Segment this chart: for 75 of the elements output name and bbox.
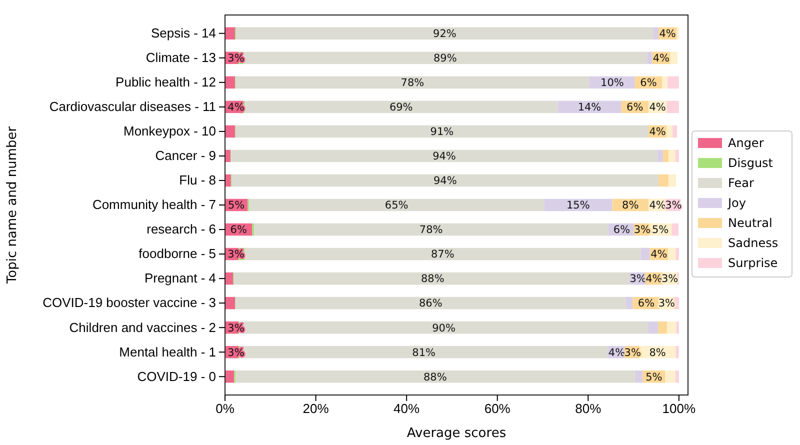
data-label: 5% [228,200,245,212]
data-label: 3% [634,224,650,236]
data-label: 4% [228,102,244,114]
x-tick-label: 0% [216,401,235,416]
y-tick-label: Cancer - 9 [155,148,216,164]
y-tick-label: Cardiovascular diseases - 11 [49,99,216,114]
data-label: 6% [613,224,630,236]
data-label: 81% [412,346,436,359]
data-label: 3% [630,273,646,286]
legend-label: Anger [728,136,764,150]
data-label: 3% [662,273,678,286]
data-label: 3% [228,248,244,261]
data-label: 90% [432,322,456,334]
data-label: 5% [646,371,662,384]
data-label: 87% [430,248,454,261]
legend-label: Fear [728,176,754,190]
data-label: 8% [622,200,639,212]
y-tick-label: Flu - 8 [179,172,216,188]
y-tick-label: research - 6 [146,222,216,237]
data-label: 6% [638,298,655,310]
data-label: 94% [432,150,456,163]
x-tick-label: 60% [484,401,511,416]
data-label: 4% [649,102,666,114]
x-tick-label: 80% [575,401,602,416]
data-label: 65% [384,200,408,212]
legend-label: Surprise [728,256,778,270]
y-tick-label: Climate - 13 [146,50,216,66]
data-label: 4% [650,248,668,261]
x-tick-label: 20% [302,401,330,416]
data-label: 69% [389,102,413,114]
data-label: 4% [649,200,666,212]
data-label: 10% [600,77,624,90]
x-tick-label: 40% [394,401,420,416]
data-label: 15% [566,200,590,212]
y-tick-label: COVID-19 booster vaccine - 3 [42,295,216,310]
data-label: 88% [420,273,444,286]
data-label: 4% [652,52,670,65]
data-label: 89% [433,52,457,65]
y-tick-label: Community health - 7 [92,197,216,212]
data-label: 86% [418,298,442,310]
y-tick-label: Children and vaccines - 2 [69,320,216,335]
y-tick-label: Pregnant - 4 [144,270,216,286]
y-tick-label: Monkeypox - 10 [124,124,216,139]
data-label: 3% [624,346,641,359]
x-tick-label: 100% [662,401,696,416]
legend-label: Neutral [728,216,772,230]
y-tick-label: foodborne - 5 [138,246,216,262]
data-label: 6% [640,77,657,90]
data-label: 5% [652,224,669,236]
y-tick-label: Public health - 12 [116,74,216,90]
data-label: 4% [649,126,666,138]
data-label: 6% [626,102,644,114]
data-label: 3% [665,200,682,212]
legend-label: Joy [727,196,746,210]
data-label: 88% [423,371,447,384]
data-label: 4% [659,28,676,40]
data-label: 3% [228,322,244,334]
data-label: 3% [658,298,676,310]
data-label: 94% [433,175,457,188]
data-label: 92% [433,28,456,40]
y-axis-title: Topic name and number [5,126,20,285]
data-label: 14% [578,102,602,114]
data-label: 78% [419,224,443,236]
legend-label: Sadness [728,236,778,250]
data-label: 6% [230,224,247,236]
legend-label: Disgust [728,156,774,170]
y-tick-label: Sepsis - 14 [150,26,216,41]
x-axis-title: Average scores [406,426,506,441]
data-label: 78% [400,77,424,90]
data-label: 4% [646,273,662,286]
data-label: 8% [649,346,666,359]
data-label: 4% [608,346,626,359]
y-tick-label: Mental health - 1 [119,344,216,360]
y-tick-label: COVID-19 - 0 [137,368,216,384]
data-label: 91% [430,126,454,138]
